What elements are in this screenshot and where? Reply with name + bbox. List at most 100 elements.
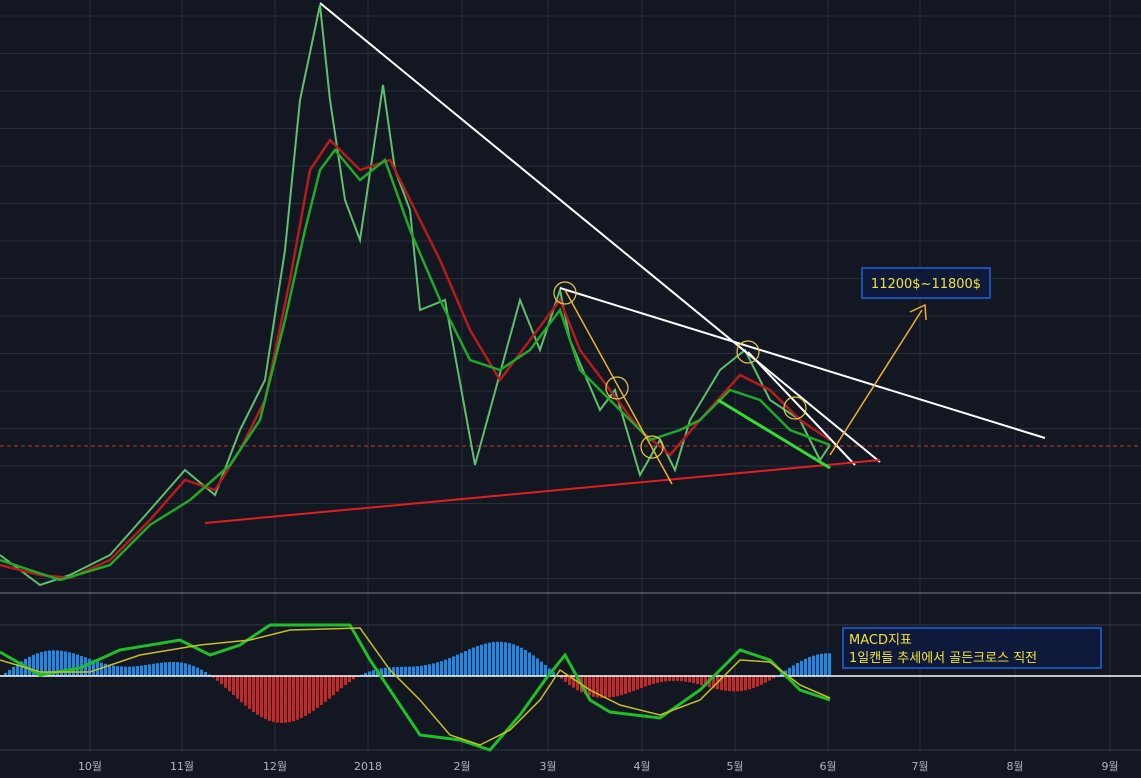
histogram-bar xyxy=(760,676,763,685)
histogram-bar xyxy=(452,656,455,676)
marker xyxy=(553,281,577,305)
histogram-bar xyxy=(352,676,355,680)
histogram-bar xyxy=(684,676,687,682)
histogram-bar xyxy=(380,668,383,676)
histogram-bar xyxy=(156,663,159,676)
histogram-bar xyxy=(164,662,167,676)
signal-line xyxy=(0,627,831,746)
histogram-bar xyxy=(800,660,803,676)
histogram-bar xyxy=(264,676,267,720)
time-axis: 10월 11월 12월 2018 2월 3월 4월 5월 6월 7월 8월 9월 xyxy=(78,760,1119,773)
histogram-bar xyxy=(828,653,831,676)
histogram-bar xyxy=(692,676,695,684)
histogram-bar xyxy=(272,676,275,722)
histogram-bar xyxy=(696,676,699,685)
annotation-text: 11200$~11800$ xyxy=(871,277,981,292)
histogram-bar xyxy=(348,676,351,683)
histogram-bar xyxy=(416,666,419,676)
x-tick-label: 2018 xyxy=(354,760,382,773)
histogram-bar xyxy=(40,652,43,676)
histogram-bar xyxy=(312,676,315,711)
histogram-bar xyxy=(8,669,11,676)
histogram-bar xyxy=(68,652,71,676)
histogram-bar xyxy=(476,646,479,676)
histogram-bar xyxy=(184,663,187,676)
histogram-bar xyxy=(508,643,511,676)
histogram-bar xyxy=(176,662,179,676)
histogram-bar xyxy=(720,676,723,691)
histogram-bar xyxy=(276,676,279,723)
histogram-bar xyxy=(700,676,703,686)
histogram-bar xyxy=(584,676,587,695)
histogram-bar xyxy=(268,676,271,721)
histogram-bar xyxy=(252,676,255,712)
histogram-bar xyxy=(72,653,75,676)
histogram-bar xyxy=(28,656,31,676)
x-tick-label: 8월 xyxy=(1006,760,1023,773)
histogram-bar xyxy=(300,676,303,719)
histogram-bar xyxy=(520,647,523,676)
histogram-bar xyxy=(116,666,119,676)
support-line xyxy=(204,459,881,524)
histogram-bar xyxy=(396,667,399,676)
histogram-bar xyxy=(20,661,23,676)
histogram-bar xyxy=(64,651,67,676)
histogram-bar xyxy=(12,666,15,676)
histogram-bar xyxy=(648,676,651,686)
histogram-bar xyxy=(792,665,795,676)
histogram-bar xyxy=(160,662,163,676)
histogram-bar xyxy=(148,664,151,676)
marker xyxy=(736,340,760,364)
trend-line xyxy=(319,2,881,463)
histogram-bar xyxy=(292,676,295,722)
histogram-bar xyxy=(596,676,599,698)
x-tick-label: 11월 xyxy=(170,760,194,773)
histogram-bar xyxy=(632,676,635,692)
arrow xyxy=(829,309,923,456)
histogram-bar xyxy=(740,676,743,691)
histogram-bar xyxy=(236,676,239,699)
x-tick-label: 3월 xyxy=(539,760,556,773)
x-tick-label: 10월 xyxy=(78,760,102,773)
marker xyxy=(605,376,629,400)
histogram-bar xyxy=(460,652,463,676)
histogram-bar xyxy=(444,659,447,676)
histogram-bar xyxy=(496,641,499,676)
histogram-bar xyxy=(564,676,567,682)
histogram-bar xyxy=(488,642,491,676)
trend-line xyxy=(747,351,856,466)
histogram-bar xyxy=(328,676,331,699)
histogram-bar xyxy=(324,676,327,702)
histogram-bar xyxy=(588,676,591,696)
markers xyxy=(553,281,807,459)
histogram-bar xyxy=(688,676,691,683)
histogram-bar xyxy=(204,672,207,676)
histogram-bar xyxy=(48,650,51,676)
histogram-bar xyxy=(680,676,683,682)
histogram-bar xyxy=(256,676,259,715)
histogram-bar xyxy=(824,653,827,676)
histogram-bar xyxy=(536,658,539,676)
histogram-bar xyxy=(608,676,611,698)
histogram-bar xyxy=(492,642,495,676)
histogram-bar xyxy=(372,670,375,676)
histogram-bar xyxy=(436,662,439,676)
histogram-bar xyxy=(336,676,339,692)
histogram-bar xyxy=(808,657,811,676)
histogram-bar xyxy=(812,655,815,676)
histogram-bar xyxy=(152,663,155,676)
histogram-bar xyxy=(616,676,619,697)
histogram-bar xyxy=(400,666,403,676)
arrow-head xyxy=(909,303,927,321)
histogram-bar xyxy=(472,647,475,676)
histogram-bar xyxy=(228,676,231,692)
histogram-bar xyxy=(104,663,107,676)
histogram-bar xyxy=(816,654,819,676)
histogram-bar xyxy=(248,676,251,709)
histogram-bar xyxy=(108,664,111,676)
histogram-bar xyxy=(4,672,7,676)
histogram-bar xyxy=(404,666,407,676)
x-tick-label: 4월 xyxy=(633,760,650,773)
